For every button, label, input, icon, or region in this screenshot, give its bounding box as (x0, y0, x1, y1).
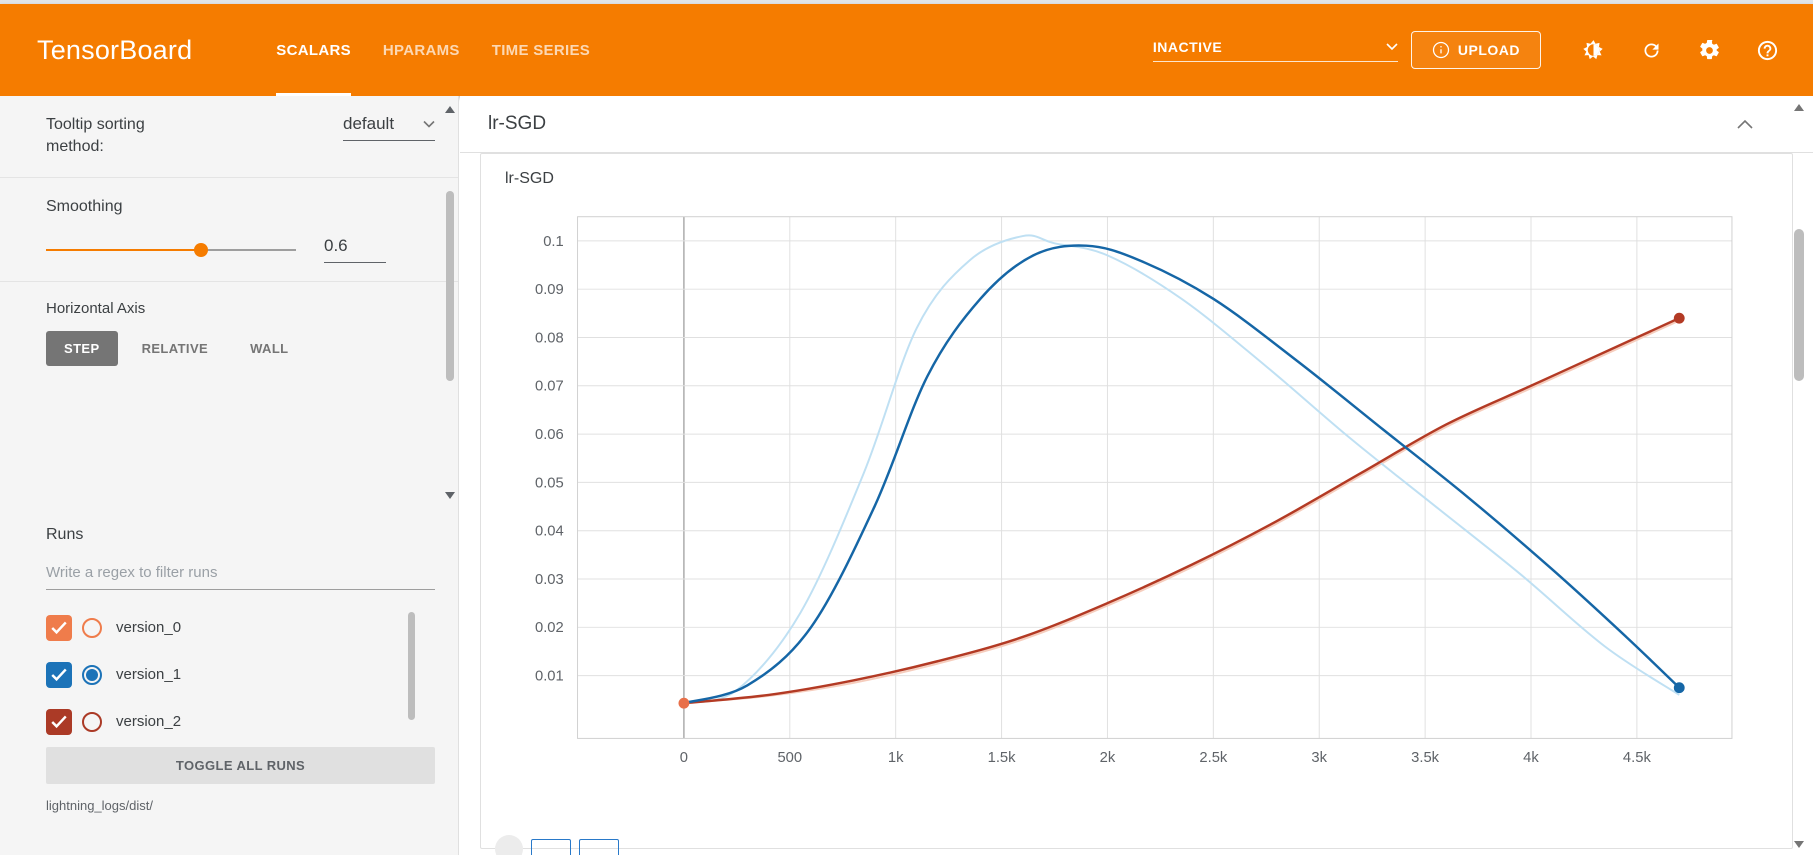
svg-text:0.04: 0.04 (535, 524, 564, 540)
svg-text:4.5k: 4.5k (1623, 750, 1652, 766)
svg-text:0.08: 0.08 (535, 330, 564, 346)
svg-text:0.02: 0.02 (535, 620, 564, 636)
svg-text:2.5k: 2.5k (1199, 750, 1228, 766)
svg-text:3k: 3k (1311, 750, 1327, 766)
svg-text:4k: 4k (1523, 750, 1539, 766)
svg-text:1k: 1k (888, 750, 904, 766)
svg-text:0.03: 0.03 (535, 572, 564, 588)
svg-text:0.01: 0.01 (535, 669, 564, 685)
svg-text:3.5k: 3.5k (1411, 750, 1440, 766)
svg-text:0.07: 0.07 (535, 379, 564, 395)
svg-text:500: 500 (777, 750, 802, 766)
svg-text:0: 0 (680, 750, 688, 766)
svg-text:0.06: 0.06 (535, 427, 564, 443)
svg-text:0.05: 0.05 (535, 475, 564, 491)
svg-text:1.5k: 1.5k (988, 750, 1017, 766)
svg-text:0.09: 0.09 (535, 282, 564, 298)
svg-text:0.1: 0.1 (543, 234, 564, 250)
svg-text:2k: 2k (1100, 750, 1116, 766)
